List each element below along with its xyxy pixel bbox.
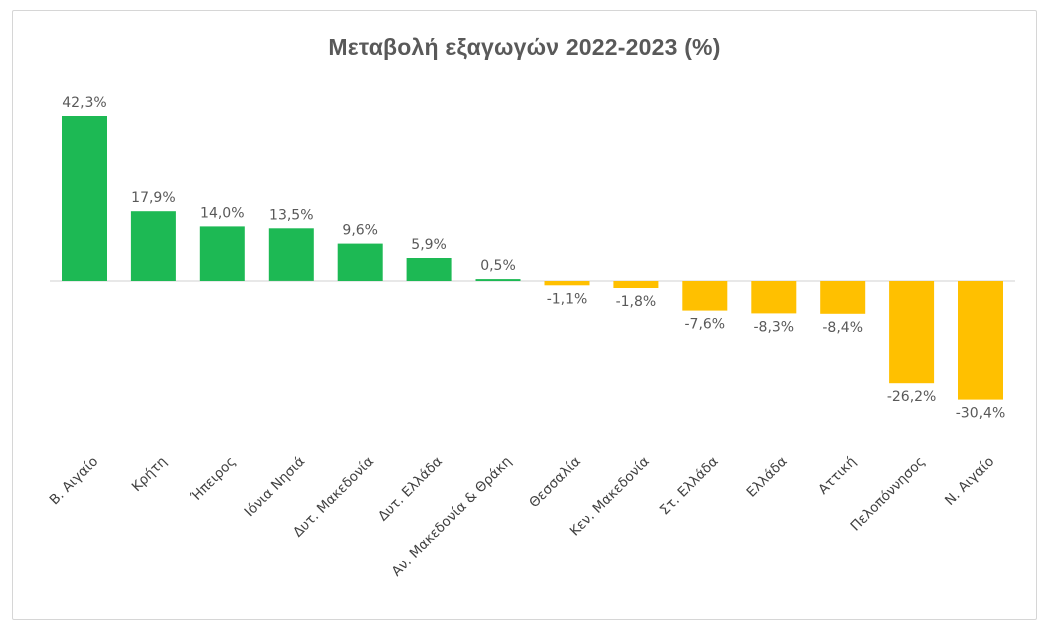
category-label-7: Θεσσαλία — [526, 453, 584, 511]
bar-8 — [613, 281, 659, 288]
category-label-10: Ελλάδα — [744, 453, 791, 500]
chart-frame — [12, 10, 1037, 620]
bar-6 — [475, 279, 521, 281]
chart-title: Μεταβολή εξαγωγών 2022-2023 (%) — [328, 34, 721, 60]
category-label-1: Κρήτη — [129, 454, 170, 495]
data-label-10: -8,3% — [753, 319, 794, 335]
data-label-5: 5,9% — [411, 237, 447, 253]
category-label-11: Αττική — [815, 454, 859, 498]
bar-3 — [268, 228, 314, 281]
bar-4 — [337, 243, 383, 281]
bar-1 — [130, 211, 176, 281]
category-label-3: Ιόνια Νησιά — [242, 453, 309, 520]
bar-2 — [199, 226, 245, 281]
data-label-8: -1,8% — [616, 294, 657, 310]
category-label-9: Στ. Ελλάδα — [657, 453, 722, 518]
data-label-1: 17,9% — [131, 190, 175, 206]
bar-10 — [751, 281, 797, 314]
bar-11 — [820, 281, 866, 314]
category-label-0: Β. Αιγαίο — [47, 454, 102, 509]
data-label-6: 0,5% — [480, 258, 516, 274]
category-label-12: Πελοπόννησος — [847, 454, 928, 535]
category-label-6: Αν. Μακεδονία & Θράκη — [389, 454, 515, 580]
data-label-9: -7,6% — [684, 317, 725, 333]
category-label-5: Δυτ. Ελλάδα — [375, 453, 446, 524]
bar-13 — [958, 281, 1003, 400]
data-label-2: 14,0% — [200, 205, 244, 221]
category-label-2: Ήπειρος — [187, 454, 239, 506]
bar-5 — [406, 258, 452, 281]
data-label-0: 42,3% — [62, 95, 106, 111]
bar-12 — [889, 281, 935, 384]
category-label-13: Ν. Αιγαίο — [942, 454, 997, 509]
data-label-3: 13,5% — [269, 207, 313, 223]
data-label-11: -8,4% — [822, 320, 863, 336]
data-label-13: -30,4% — [956, 406, 1006, 422]
data-label-4: 9,6% — [342, 223, 378, 239]
bar-9 — [682, 281, 728, 311]
bar-0 — [62, 116, 107, 281]
data-label-7: -1,1% — [547, 291, 588, 307]
bar-7 — [544, 281, 590, 286]
data-label-12: -26,2% — [887, 389, 937, 405]
